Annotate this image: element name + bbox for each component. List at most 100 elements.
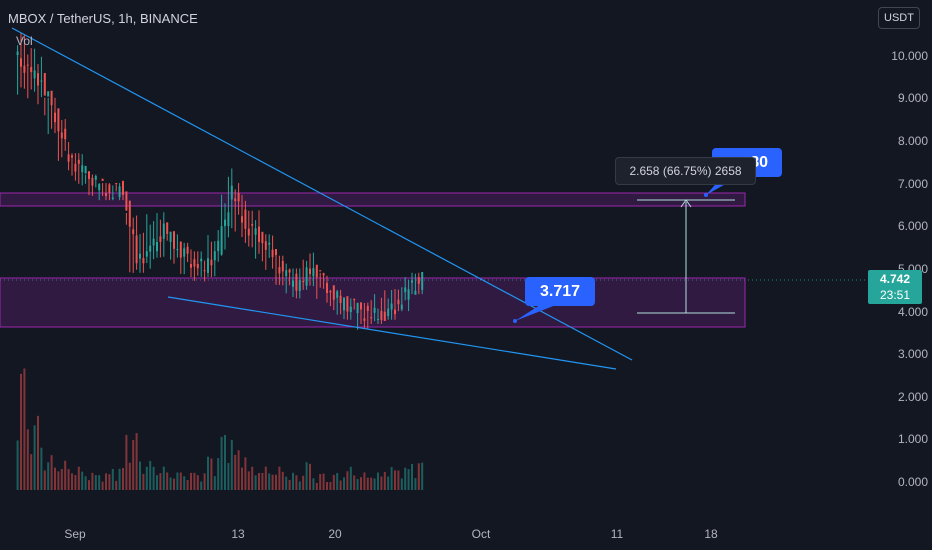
candle-body: [380, 310, 383, 321]
volume-bar: [60, 468, 63, 490]
candle-body: [329, 290, 332, 293]
volume-bar: [377, 472, 379, 490]
candle-body: [64, 128, 67, 140]
candle-body: [370, 317, 373, 319]
candle-body: [366, 305, 369, 311]
candle-body: [264, 241, 267, 250]
volume-bar: [20, 373, 22, 490]
candle-body: [176, 249, 179, 251]
volume-bar: [30, 454, 33, 490]
candle-body: [43, 73, 46, 96]
candle-body: [404, 287, 407, 293]
candle-body: [302, 280, 305, 283]
volume-bar: [101, 481, 104, 490]
volume-bar: [207, 456, 209, 490]
volume-bar: [302, 475, 305, 490]
volume-bar: [380, 476, 383, 490]
time-tick: 13: [231, 527, 245, 541]
price-tick: 4.000: [897, 305, 928, 319]
volume-bar: [411, 463, 413, 490]
candle-body: [20, 58, 22, 67]
candle-body: [295, 273, 298, 291]
volume-bar: [397, 470, 400, 490]
volume-bar: [281, 471, 284, 490]
volume-bar: [16, 440, 19, 490]
candle-body: [74, 163, 77, 172]
volume-bar: [400, 478, 403, 490]
volume-bar: [360, 477, 362, 490]
candle-body: [298, 280, 301, 291]
volume-bar: [176, 472, 179, 490]
volume-bar: [343, 477, 345, 490]
candle-body: [407, 289, 410, 300]
lower-trendline[interactable]: [167, 296, 617, 370]
price-tick: 1.000: [897, 432, 928, 446]
candle-body: [356, 303, 359, 314]
volume-bar: [98, 475, 101, 490]
volume-bar: [142, 473, 145, 490]
volume-bar: [227, 463, 230, 490]
volume-bar: [213, 476, 216, 490]
volume-bar: [339, 480, 342, 490]
volume-bar: [373, 478, 376, 490]
candle-body: [57, 108, 60, 132]
candle-body: [190, 264, 192, 268]
volume-bar: [288, 479, 291, 490]
candle-body: [88, 171, 90, 179]
candle-body: [285, 270, 288, 277]
candle-body: [118, 186, 121, 198]
volume-bar: [200, 481, 203, 490]
candle-body: [268, 242, 271, 245]
volume-bar: [118, 468, 121, 490]
chart-title: MBOX / TetherUS, 1h, BINANCE: [8, 11, 198, 26]
volume-bar: [128, 462, 131, 490]
volume-bar: [237, 450, 240, 490]
volume-bars: [16, 368, 424, 490]
resistance-zone[interactable]: [0, 192, 746, 207]
volume-bar: [67, 469, 70, 490]
volume-bar: [33, 425, 36, 490]
volume-bar: [47, 462, 50, 490]
support-zone[interactable]: [0, 277, 746, 328]
candle-body: [71, 155, 73, 158]
volume-bar: [336, 472, 339, 490]
candle-body: [183, 248, 186, 257]
candle-body: [400, 304, 403, 310]
volume-bar: [264, 466, 267, 490]
measure-label: 2.658 (66.75%) 2658: [615, 157, 756, 185]
candle-body: [258, 226, 260, 242]
volume-bar: [183, 476, 186, 490]
volume-bar: [115, 480, 118, 490]
candle-body: [132, 229, 135, 235]
current-price-badge: 4.742 23:51: [868, 270, 922, 304]
measure-arrow-icon: [680, 199, 692, 208]
volume-label: Vol: [16, 34, 33, 48]
volume-bar: [54, 467, 56, 490]
volume-bar: [173, 478, 175, 490]
candle-body: [383, 311, 386, 321]
volume-bar: [366, 477, 369, 490]
volume-bar: [268, 473, 271, 490]
price-tick: 8.000: [897, 134, 928, 148]
currency-button[interactable]: USDT: [878, 7, 920, 29]
volume-bar: [356, 479, 359, 490]
volume-bar: [186, 480, 189, 490]
volume-bar: [81, 471, 84, 490]
volume-bar: [74, 474, 77, 490]
callout-low[interactable]: 3.717: [525, 277, 595, 306]
volume-bar: [322, 473, 325, 490]
volume-bar: [40, 447, 43, 490]
candle-body: [417, 277, 420, 284]
candle-body: [156, 241, 158, 252]
volume-bar: [258, 472, 260, 490]
callout-high-anchor: [704, 193, 708, 197]
candle-body: [288, 269, 291, 273]
volume-bar: [64, 460, 67, 490]
candle-body: [220, 226, 223, 255]
candle-body: [33, 70, 36, 79]
candle-body: [67, 154, 70, 162]
candle-body: [207, 258, 209, 273]
volume-bar: [295, 475, 298, 490]
